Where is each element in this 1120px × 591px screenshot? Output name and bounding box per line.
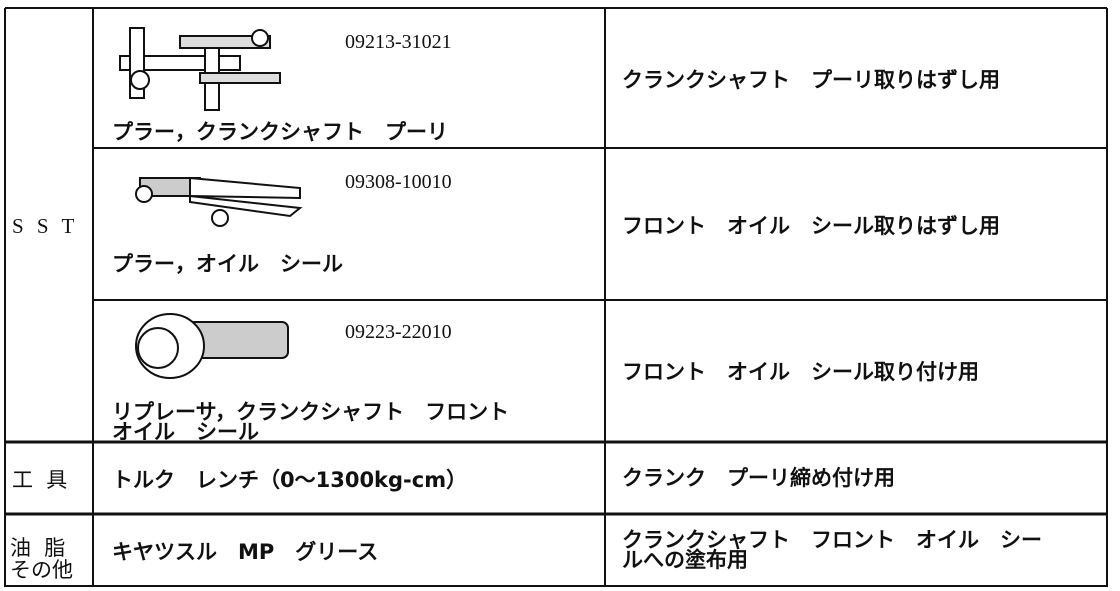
tool-name: キヤツスル MP グリース	[112, 540, 379, 564]
puller-pulley-illustration	[119, 27, 281, 111]
purpose: ルへの塗布用	[622, 548, 748, 572]
category-label: 油 脂	[10, 536, 70, 560]
purpose: フロント オイル シール取り付け用	[622, 360, 979, 384]
tool-name: オイル シール	[112, 420, 259, 444]
tool-name: リプレーサ，クランクシャフト フロント	[112, 400, 510, 424]
puller-oil-seal-illustration	[135, 176, 303, 227]
category-label: 工 具	[12, 468, 72, 492]
purpose: クランク プーリ締め付け用	[622, 466, 895, 490]
replacer-illustration	[135, 313, 289, 379]
part-number: 09223-22010	[345, 321, 452, 343]
part-number: 09308-10010	[345, 171, 452, 193]
tool-name: プラー，クランクシャフト プーリ	[112, 120, 448, 144]
part-number: 09213-31021	[345, 31, 452, 53]
category-label: その他	[10, 558, 73, 582]
purpose: クランクシャフト フロント オイル シー	[622, 528, 1042, 552]
purpose: クランクシャフト プーリ取りはずし用	[622, 68, 1000, 92]
category-label: S S T	[12, 214, 79, 238]
tool-name: トルク レンチ（0～1300kg-cm）	[112, 468, 468, 492]
purpose: フロント オイル シール取りはずし用	[622, 214, 1000, 238]
tool-name: プラー，オイル シール	[112, 252, 343, 276]
